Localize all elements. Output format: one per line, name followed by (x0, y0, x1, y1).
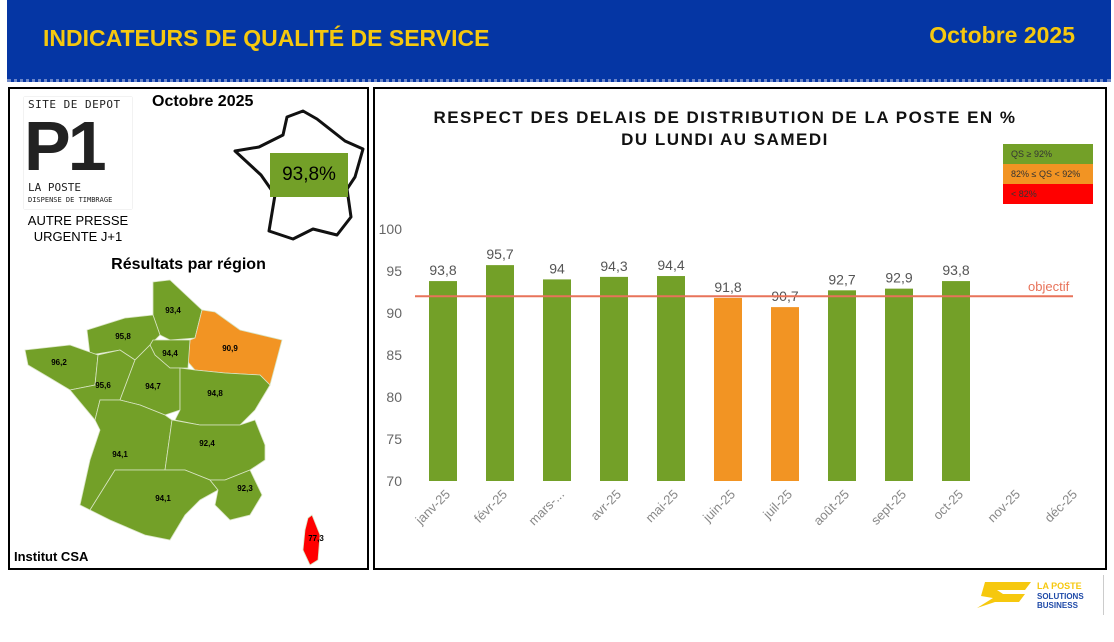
region-value-label: 92,4 (199, 439, 215, 448)
region-value-label: 77,3 (308, 534, 324, 543)
bar (543, 279, 571, 481)
map-region (209, 469, 263, 521)
region-value-label: 90,9 (222, 344, 238, 353)
legend-green: QS ≥ 92% (1003, 144, 1093, 164)
y-tick-label: 100 (379, 221, 403, 237)
y-tick-label: 70 (386, 473, 402, 489)
bar-value-label: 93,8 (942, 262, 969, 278)
region-value-label: 95,8 (115, 332, 131, 341)
x-tick-label: sept-25 (868, 487, 909, 528)
region-value-label: 93,4 (165, 306, 181, 315)
product-line1: AUTRE PRESSE (27, 213, 129, 228)
period-label: Octobre 2025 (152, 93, 254, 110)
y-tick-label: 75 (386, 431, 402, 447)
stamp-big: P1 (24, 107, 107, 185)
x-tick-label: déc-25 (1041, 487, 1080, 526)
x-tick-label: avr-25 (587, 487, 624, 524)
chart-legend: QS ≥ 92% 82% ≤ QS < 92% < 82% (1003, 144, 1093, 204)
bar (486, 265, 514, 481)
bar-value-label: 94,3 (600, 258, 627, 274)
bar (885, 288, 913, 481)
bar-value-label: 91,8 (714, 279, 741, 295)
legend-orange: 82% ≤ QS < 92% (1003, 164, 1093, 184)
stamp-top: SITE DE DEPOT (28, 98, 121, 111)
chart-title-line2: DU LUNDI AU SAMEDI (621, 130, 829, 149)
france-regions-map: 93,4 95,8 90,9 94,4 96,2 95,6 94,7 94,8 94,1 92,4… (24, 279, 324, 566)
region-value-label: 95,6 (95, 381, 111, 390)
objective-label: objectif (1028, 279, 1070, 294)
x-tick-label: janv-25 (412, 487, 453, 528)
header-date: Octobre 2025 (929, 22, 1075, 48)
p1-stamp-logo: SITE DE DEPOT P1 LA POSTE DISPENSE DE TI… (24, 97, 132, 209)
x-tick-label: oct-25 (930, 487, 966, 523)
stamp-brand: LA POSTE (28, 181, 81, 194)
region-value-label: 92,3 (237, 484, 253, 493)
bar (771, 307, 799, 481)
chart-title-line1: RESPECT DES DELAIS DE DISTRIBUTION DE LA… (433, 108, 1017, 127)
region-value-label: 94,8 (207, 389, 223, 398)
region-value-label: 94,1 (155, 494, 171, 503)
legend-red: < 82% (1003, 184, 1093, 204)
page-title: INDICATEURS DE QUALITÉ DE SERVICE (43, 25, 490, 51)
bar-value-label: 93,8 (429, 262, 456, 278)
bar-value-label: 92,9 (885, 270, 912, 286)
x-tick-label: mai-25 (642, 487, 681, 526)
y-tick-label: 85 (386, 347, 402, 363)
product-line2: URGENTE J+1 (33, 229, 123, 244)
chart-title: RESPECT DES DELAIS DE DISTRIBUTION DE LA… (375, 107, 1075, 151)
map-region (174, 367, 271, 426)
region-value-label: 94,1 (112, 450, 128, 459)
divider (1103, 575, 1104, 615)
header-banner: INDICATEURS DE QUALITÉ DE SERVICE Octobr… (7, 0, 1111, 82)
x-tick-label: févr-25 (471, 487, 510, 526)
map-region (302, 514, 321, 566)
bar (714, 297, 742, 481)
bar (828, 290, 856, 481)
region-value-label: 96,2 (51, 358, 67, 367)
bar-value-label: 95,7 (486, 246, 513, 262)
region-value-label: 94,4 (162, 349, 178, 358)
regions-title: Résultats par région (111, 256, 266, 273)
source-label: Institut CSA (14, 549, 89, 564)
region-value-label: 94,7 (145, 382, 161, 391)
la-poste-bird-icon (977, 582, 1031, 608)
bar (600, 276, 628, 481)
stamp-bottom: DISPENSE DE TIMBRAGE (28, 196, 113, 204)
logo-line1: LA POSTE (1037, 581, 1082, 591)
bar-value-label: 92,7 (828, 271, 855, 287)
la-poste-logo: LA POSTE SOLUTIONS BUSINESS (975, 578, 1105, 612)
bar-value-label: 94,4 (657, 257, 684, 273)
bar (429, 281, 457, 481)
chart-panel: RESPECT DES DELAIS DE DISTRIBUTION DE LA… (373, 87, 1107, 570)
x-tick-label: nov-25 (984, 487, 1023, 526)
national-kpi-badge: 93,8% (270, 153, 348, 197)
x-tick-label: juil-25 (759, 487, 795, 523)
bar-value-label: 94 (549, 260, 565, 276)
regional-panel: SITE DE DEPOT P1 LA POSTE DISPENSE DE TI… (8, 87, 369, 570)
x-tick-label: mars-... (525, 487, 567, 529)
bar (942, 281, 970, 481)
x-tick-label: juin-25 (699, 487, 738, 526)
x-tick-label: août-25 (810, 487, 852, 529)
logo-line3: BUSINESS (1037, 601, 1078, 610)
bar (657, 276, 685, 481)
logo-line2: SOLUTIONS (1037, 592, 1084, 601)
y-tick-label: 90 (386, 305, 402, 321)
y-tick-label: 95 (386, 263, 402, 279)
y-tick-label: 80 (386, 389, 402, 405)
